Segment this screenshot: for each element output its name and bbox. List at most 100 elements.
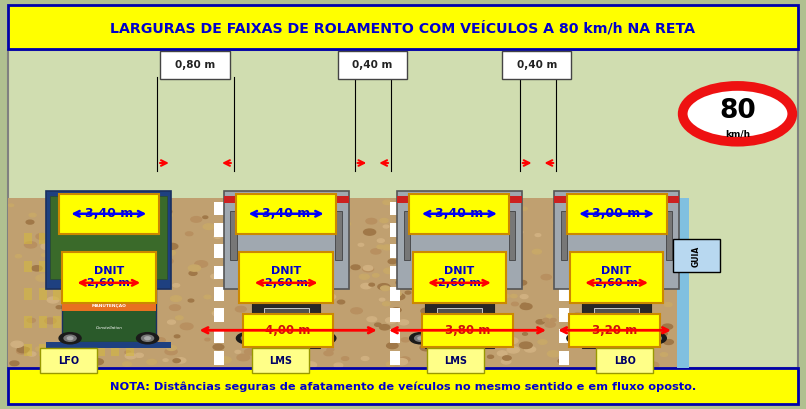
Circle shape [380,325,390,330]
Circle shape [547,351,559,357]
Circle shape [507,347,519,353]
FancyBboxPatch shape [214,202,224,216]
FancyBboxPatch shape [559,351,569,365]
FancyBboxPatch shape [427,348,484,373]
Circle shape [261,196,274,202]
Circle shape [241,205,251,210]
Circle shape [399,320,409,325]
FancyBboxPatch shape [555,197,679,203]
Circle shape [188,299,193,302]
Circle shape [469,211,480,216]
Circle shape [68,337,73,340]
FancyBboxPatch shape [126,261,134,272]
Text: MANUTENÇÃO: MANUTENÇÃO [91,303,127,308]
Circle shape [521,295,528,299]
FancyBboxPatch shape [53,289,61,300]
FancyBboxPatch shape [8,368,798,404]
Circle shape [288,317,297,322]
Circle shape [401,256,410,261]
Circle shape [384,268,394,274]
Circle shape [136,333,159,344]
Text: 80: 80 [719,97,756,124]
FancyBboxPatch shape [673,239,720,272]
Circle shape [269,238,280,243]
Circle shape [480,230,488,234]
Circle shape [254,236,262,240]
Circle shape [576,283,584,287]
Circle shape [669,272,680,277]
Circle shape [24,348,29,351]
Circle shape [622,335,632,339]
FancyBboxPatch shape [126,344,134,356]
FancyBboxPatch shape [39,289,47,300]
FancyBboxPatch shape [264,308,309,327]
FancyBboxPatch shape [390,202,400,216]
Circle shape [599,307,605,310]
Circle shape [485,315,494,320]
Text: DNIT
2,60 m: DNIT 2,60 m [87,265,131,287]
Circle shape [501,267,514,273]
Circle shape [397,200,409,207]
Circle shape [152,202,160,207]
FancyBboxPatch shape [214,308,224,322]
Text: LMS: LMS [444,355,467,365]
Circle shape [181,324,193,330]
Circle shape [382,245,392,250]
Circle shape [36,234,48,240]
FancyBboxPatch shape [126,289,134,300]
Circle shape [137,246,148,252]
Circle shape [122,250,130,254]
FancyBboxPatch shape [68,233,76,245]
Text: Constellation: Constellation [95,326,123,329]
Circle shape [427,303,436,307]
Circle shape [391,291,401,297]
Circle shape [235,351,241,353]
Circle shape [512,303,518,306]
Circle shape [506,338,518,344]
FancyBboxPatch shape [97,317,105,328]
Circle shape [659,263,669,268]
Circle shape [632,300,644,306]
Circle shape [89,326,95,330]
Circle shape [310,262,318,265]
Circle shape [575,313,581,316]
Text: 3,40 m: 3,40 m [85,206,133,219]
Circle shape [264,362,276,369]
Circle shape [155,338,165,343]
Circle shape [487,227,497,233]
Circle shape [521,208,527,211]
FancyBboxPatch shape [390,245,400,258]
Circle shape [420,345,433,351]
Circle shape [521,303,527,306]
Circle shape [28,352,35,356]
Circle shape [481,238,490,243]
Circle shape [383,201,392,205]
FancyBboxPatch shape [677,198,689,368]
Circle shape [269,293,280,299]
Circle shape [409,273,415,276]
Circle shape [231,232,236,234]
Circle shape [66,333,71,336]
Circle shape [493,277,505,283]
Circle shape [442,300,452,306]
Circle shape [42,254,47,257]
Circle shape [558,359,567,364]
Circle shape [311,300,318,304]
Circle shape [542,319,549,322]
Circle shape [654,240,659,244]
Circle shape [388,260,397,264]
Circle shape [334,363,343,368]
Circle shape [125,351,131,354]
Circle shape [409,333,432,344]
Circle shape [305,337,317,343]
Circle shape [304,362,317,368]
Circle shape [634,265,644,270]
Circle shape [236,333,259,344]
Circle shape [171,296,181,301]
Circle shape [174,335,180,338]
Circle shape [88,215,98,220]
Circle shape [17,349,27,354]
Circle shape [294,298,304,303]
FancyBboxPatch shape [569,314,659,347]
Circle shape [339,238,344,241]
